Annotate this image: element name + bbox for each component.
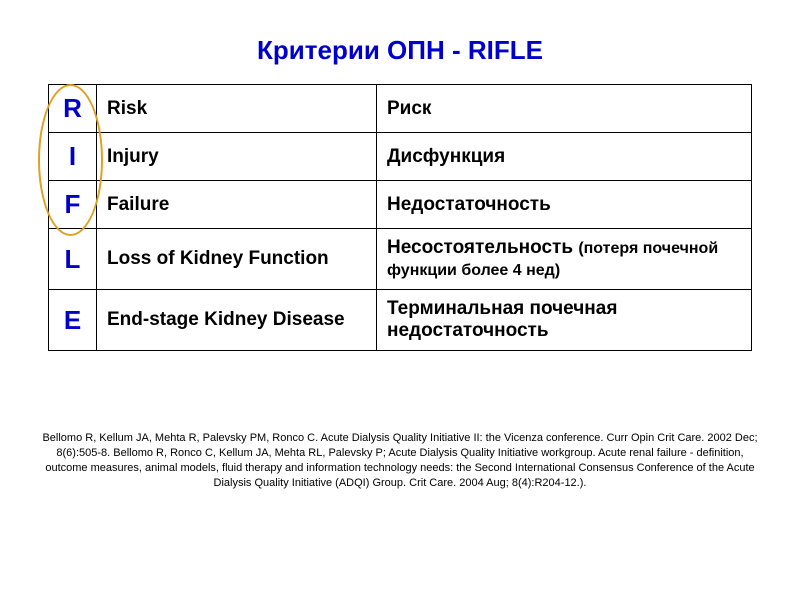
russian-cell: Недостаточность [377, 181, 752, 229]
english-cell: Risk [97, 85, 377, 133]
russian-cell: Риск [377, 85, 752, 133]
russian-cell: Терминальная почечная недостаточность [377, 290, 752, 351]
page-title: Критерии ОПН - RIFLE [30, 35, 770, 66]
table-row: RRiskРиск [49, 85, 752, 133]
table-row: EEnd-stage Kidney DiseaseТерминальная по… [49, 290, 752, 351]
letter-cell: L [49, 229, 97, 290]
russian-cell: Дисфункция [377, 133, 752, 181]
english-cell: Loss of Kidney Function [97, 229, 377, 290]
table-row: IInjuryДисфункция [49, 133, 752, 181]
citation-text: Bellomo R, Kellum JA, Mehta R, Palevsky … [30, 431, 770, 490]
letter-cell: E [49, 290, 97, 351]
table-row: LLoss of Kidney FunctionНесостоятельност… [49, 229, 752, 290]
english-cell: Injury [97, 133, 377, 181]
letter-cell: I [49, 133, 97, 181]
rifle-table: RRiskРискIInjuryДисфункцияFFailureНедост… [48, 84, 752, 351]
english-cell: End-stage Kidney Disease [97, 290, 377, 351]
table-row: FFailureНедостаточность [49, 181, 752, 229]
table-container: RRiskРискIInjuryДисфункцияFFailureНедост… [48, 84, 752, 351]
english-cell: Failure [97, 181, 377, 229]
russian-cell: Несостоятельность (потеря почечной функц… [377, 229, 752, 290]
letter-cell: F [49, 181, 97, 229]
letter-cell: R [49, 85, 97, 133]
